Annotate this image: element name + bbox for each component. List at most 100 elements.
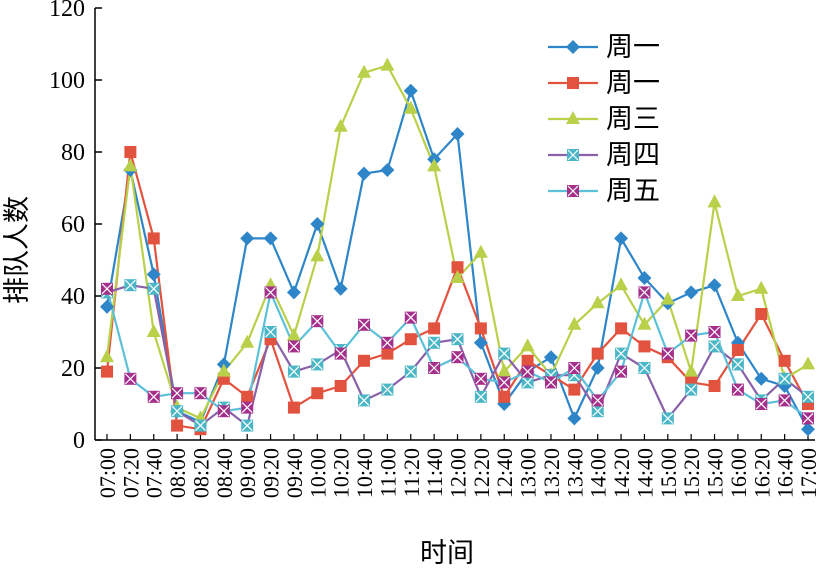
data-point [754, 371, 769, 386]
data-point [194, 419, 207, 432]
series-line [105, 64, 809, 420]
data-point [171, 419, 184, 432]
data-point [100, 299, 114, 314]
data-point [801, 356, 815, 370]
x-tick-label: 15:20 [679, 448, 704, 498]
data-point [101, 365, 113, 378]
data-point [474, 322, 487, 335]
data-point [801, 422, 815, 437]
data-point [428, 336, 441, 349]
marker-cross [567, 149, 579, 161]
x-tick-label: 14:20 [609, 448, 634, 498]
marker-cross [639, 362, 650, 374]
data-point [567, 316, 582, 330]
marker-cross [662, 348, 674, 360]
marker-cross [124, 373, 136, 385]
data-point [707, 194, 722, 208]
data-point [334, 380, 347, 392]
data-point [567, 411, 582, 426]
y-tick-label: 60 [61, 212, 85, 238]
legend-marker [567, 149, 579, 161]
x-tick-label: 10:00 [305, 448, 330, 498]
data-point [146, 324, 161, 337]
x-tick-label: 07:20 [118, 448, 143, 498]
data-point [451, 333, 464, 346]
data-point [473, 335, 488, 350]
data-point [802, 390, 814, 403]
data-point [451, 351, 464, 364]
data-point [684, 363, 699, 377]
data-point [661, 412, 674, 425]
data-point [403, 83, 418, 98]
marker-cross [148, 283, 160, 295]
data-point [310, 217, 325, 231]
marker-cross [522, 376, 534, 388]
x-tick-label: 13:40 [562, 448, 587, 498]
data-point [311, 358, 324, 371]
legend-label: 周一 [606, 68, 660, 98]
x-tick-label: 09:00 [235, 448, 260, 498]
data-point [334, 347, 347, 360]
data-point [637, 316, 652, 330]
legend-label: 周五 [606, 176, 660, 206]
x-tick-label: 10:20 [329, 448, 354, 498]
data-point [287, 401, 300, 414]
marker-cross [615, 348, 627, 360]
data-point [637, 271, 652, 285]
data-point [685, 383, 698, 396]
x-tick-label: 10:40 [352, 448, 377, 498]
data-point [241, 419, 254, 432]
y-tick-label: 40 [61, 284, 85, 310]
marker-cross [241, 420, 253, 432]
data-point [755, 398, 768, 410]
y-tick-label: 120 [49, 0, 85, 22]
marker-cross [288, 340, 300, 352]
marker-cross [685, 384, 697, 396]
marker-cross [802, 412, 814, 424]
marker-cross [288, 366, 300, 378]
data-point [263, 231, 278, 246]
x-tick-label: 15:00 [656, 448, 681, 498]
marker-cross [195, 420, 206, 432]
y-tick-label: 20 [61, 356, 85, 382]
marker-cross [171, 387, 183, 399]
data-point [638, 286, 651, 299]
data-point [404, 365, 417, 378]
marker-cross [358, 394, 370, 406]
data-point [358, 318, 371, 331]
data-point [638, 340, 651, 353]
x-tick-label: 09:40 [282, 448, 307, 498]
x-tick-label: 17:00 [796, 448, 821, 498]
data-point [754, 280, 769, 294]
y-tick-label: 0 [73, 428, 85, 454]
data-point [428, 362, 441, 374]
marker-cross [545, 376, 557, 388]
series-line [105, 87, 809, 430]
data-point [615, 347, 628, 360]
data-point [100, 349, 114, 363]
data-point [286, 285, 301, 300]
data-point [241, 390, 254, 403]
marker-cross [405, 312, 417, 324]
marker-cross [685, 330, 697, 342]
marker-cross [218, 405, 230, 417]
data-point [755, 308, 768, 320]
data-point [123, 158, 138, 172]
marker-cross [311, 358, 323, 370]
data-point [240, 231, 255, 246]
marker-cross [381, 337, 393, 349]
legend-marker [566, 111, 580, 124]
data-point [731, 358, 744, 371]
marker-cross [405, 366, 417, 378]
marker-cross [241, 402, 253, 414]
x-tick-label: 11:20 [399, 448, 424, 497]
data-point [216, 363, 231, 377]
marker-cross [755, 398, 767, 410]
marker-cross [358, 319, 370, 331]
marker-cross [475, 373, 487, 385]
data-point [590, 295, 605, 309]
data-point [568, 383, 581, 396]
data-point [124, 372, 137, 385]
x-tick-label: 14:40 [632, 448, 657, 498]
data-point [380, 163, 395, 177]
